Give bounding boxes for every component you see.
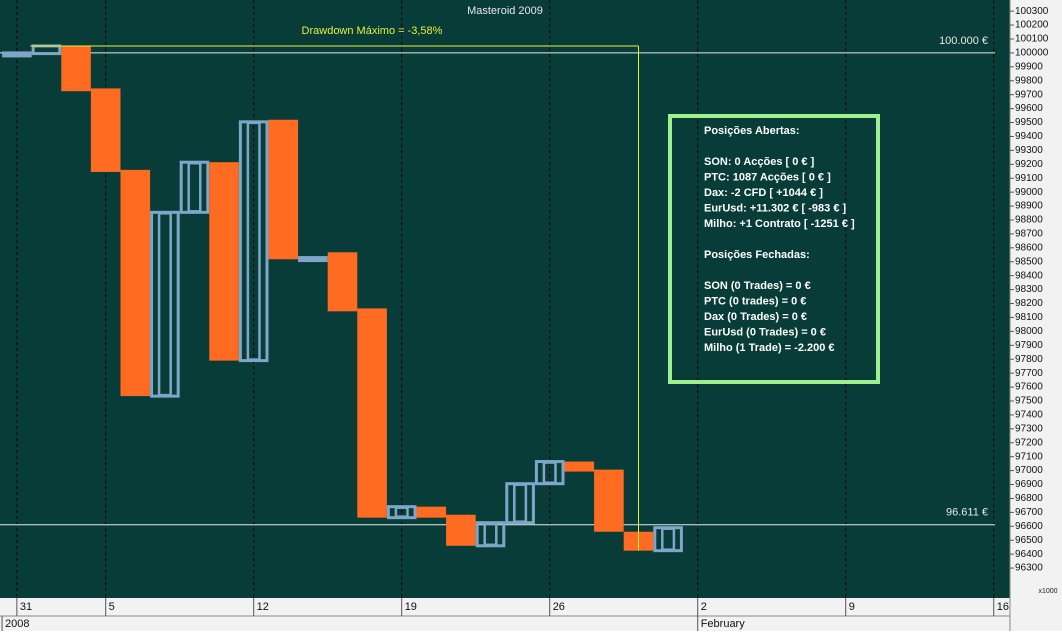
y-tick-label: 98700 (1015, 229, 1043, 240)
down-box (120, 169, 151, 397)
y-tick-label: 97900 (1015, 340, 1043, 351)
position-line: EurUsd: +11.302 € [ -983 € ] (704, 202, 846, 214)
down-box (90, 88, 121, 172)
y-tick-label: 99400 (1015, 131, 1043, 142)
y-tick-label: 99300 (1015, 145, 1043, 156)
position-line: PTC: 1087 Acções [ 0 € ] (704, 171, 831, 183)
period-label: 2008 (5, 618, 29, 630)
positions-box (668, 114, 880, 384)
positions-heading: Posições Abertas: (704, 125, 800, 137)
drawdown-label: Drawdown Máximo = -3,58% (302, 25, 443, 37)
position-line: Milho: +1 Contrato [ -1251 € ] (704, 218, 855, 230)
down-box (416, 506, 447, 518)
down-box (327, 252, 358, 312)
y-tick-label: 98600 (1015, 242, 1043, 253)
y-tick-label: 96500 (1015, 535, 1043, 546)
y-tick-label: 97800 (1015, 354, 1043, 365)
up-box-inner (187, 161, 202, 213)
down-box (594, 469, 624, 532)
y-tick-label: 99100 (1015, 173, 1043, 184)
x-tick-label: 31 (20, 601, 32, 613)
y-tick-label: 97100 (1015, 451, 1043, 462)
y-tick-label: 97500 (1015, 396, 1043, 407)
up-box-inner (542, 461, 557, 484)
down-box (268, 119, 299, 260)
up-box-inner (513, 483, 528, 523)
up-box-inner (157, 212, 172, 397)
x-tick-label: 12 (257, 601, 269, 613)
x-tick-label: 16 (997, 601, 1009, 613)
y-tick-label: 97000 (1015, 465, 1043, 476)
y-tick-label: 98200 (1015, 298, 1043, 309)
x-tick-label: 9 (849, 601, 855, 613)
up-box (298, 256, 328, 263)
y-tick-label: 99000 (1015, 187, 1043, 198)
y-tick-label: 100100 (1015, 34, 1049, 45)
up-box-inner (246, 121, 261, 361)
y-tick-label: 98900 (1015, 201, 1043, 212)
y-tick-label: 97400 (1015, 410, 1043, 421)
y-tick-label: 97700 (1015, 368, 1043, 379)
y-tick-label: 98500 (1015, 256, 1043, 267)
position-line: Dax: -2 CFD [ +1044 € ] (704, 187, 823, 199)
y-tick-label: 99600 (1015, 103, 1043, 114)
y-tick-label: 98000 (1015, 326, 1043, 337)
y-tick-label: 99800 (1015, 75, 1043, 86)
y-tick-label: 99700 (1015, 89, 1043, 100)
plot-background (0, 0, 1010, 598)
y-tick-label: 97600 (1015, 382, 1043, 393)
chart-title: Masteroid 2009 (467, 5, 543, 17)
y-tick-label: 98300 (1015, 284, 1043, 295)
positions-heading: Posições Fechadas: (704, 249, 810, 261)
x-tick-label: 19 (405, 601, 417, 613)
reference-label: 100.000 € (939, 35, 988, 47)
position-line: Dax (0 Trades) = 0 € (704, 311, 807, 323)
reference-label: 96.611 € (946, 507, 988, 519)
position-line: EurUsd (0 Trades) = 0 € (704, 326, 826, 338)
y-tick-label: 99500 (1015, 117, 1043, 128)
y-tick-label: 98800 (1015, 215, 1043, 226)
position-line: SON: 0 Acções [ 0 € ] (704, 156, 815, 168)
up-box-inner (483, 522, 498, 547)
x-tick-label: 5 (109, 601, 115, 613)
x-tick-label: 26 (553, 601, 565, 613)
y-tick-label: 96600 (1015, 521, 1043, 532)
down-box (61, 45, 91, 92)
down-box (446, 514, 476, 546)
x-tick-label: 2 (701, 601, 707, 613)
y-tick-label: 96400 (1015, 549, 1043, 560)
y-tick-label: 97200 (1015, 437, 1043, 448)
y-axis-unit: x1000 (1038, 588, 1057, 595)
y-tick-label: 96700 (1015, 507, 1043, 518)
y-tick-label: 98100 (1015, 312, 1043, 323)
y-tick-label: 96300 (1015, 563, 1043, 574)
down-box (564, 461, 595, 472)
up-box-inner (661, 527, 676, 551)
y-tick-label: 99900 (1015, 61, 1043, 72)
y-tick-label: 96800 (1015, 493, 1043, 504)
y-tick-label: 98400 (1015, 270, 1043, 281)
y-axis-background (1010, 0, 1062, 631)
y-tick-label: 99200 (1015, 159, 1043, 170)
up-box-inner (394, 506, 409, 518)
x-axis-background (0, 598, 1010, 631)
y-tick-label: 100200 (1015, 20, 1049, 31)
down-box (209, 162, 239, 361)
y-tick-label: 100300 (1015, 6, 1049, 17)
y-tick-label: 100000 (1015, 48, 1049, 59)
down-box (357, 308, 387, 518)
position-line: Milho (1 Trade) = -2.200 € (704, 342, 835, 354)
position-line: PTC (0 trades) = 0 € (704, 295, 806, 307)
position-line: SON (0 Trades) = 0 € (704, 280, 811, 292)
y-tick-label: 96900 (1015, 479, 1043, 490)
y-tick-label: 97300 (1015, 423, 1043, 434)
up-box (2, 51, 32, 58)
period-label: February (701, 618, 746, 630)
